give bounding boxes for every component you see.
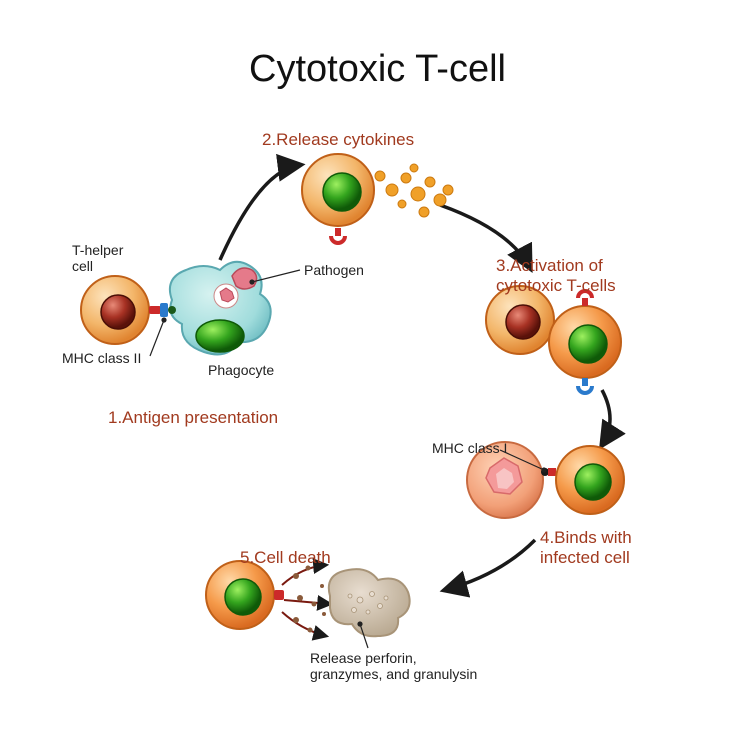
step5-group	[206, 561, 410, 648]
step2-label: 2.Release cytokines	[262, 130, 414, 150]
step4-label: 4.Binds with infected cell	[540, 528, 632, 567]
step1-group	[81, 262, 300, 356]
dead-cell	[329, 569, 410, 636]
mhc2-label: MHC class II	[62, 350, 141, 366]
flow-arrows	[220, 165, 610, 590]
step2-group	[302, 154, 453, 243]
diagram-svg	[0, 0, 755, 755]
pathogen-label: Pathogen	[304, 262, 364, 278]
step3-label: 3.Activation of cytotoxic T-cells	[496, 256, 616, 295]
thelper-label: T-helper cell	[72, 242, 123, 274]
step5-label: 5.Cell death	[240, 548, 331, 568]
step1-label: 1.Antigen presentation	[108, 408, 278, 428]
diagram-canvas: Cytotoxic T-cell	[0, 0, 755, 755]
release-label: Release perforin, granzymes, and granuly…	[310, 650, 477, 682]
mhc1-label: MHC class I	[432, 440, 507, 456]
phagocyte-label: Phagocyte	[208, 362, 274, 378]
cytokine-dots	[375, 164, 453, 217]
granule-spray	[282, 565, 330, 636]
step3-group	[486, 286, 621, 393]
